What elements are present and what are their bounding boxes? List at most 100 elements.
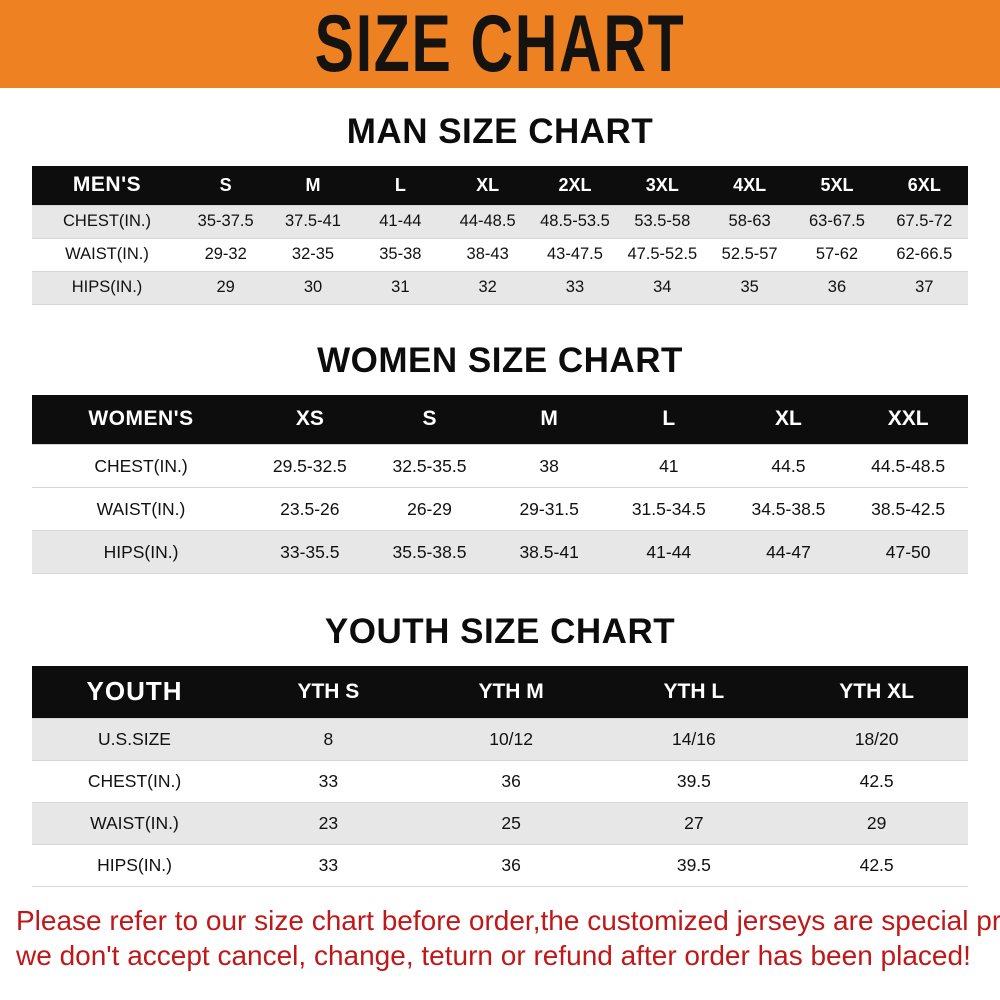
value-cell: 38.5-42.5	[848, 487, 968, 531]
size-header-cell: S	[369, 394, 490, 445]
size-header-cell: M	[489, 394, 609, 445]
value-cell: 35-38	[356, 237, 444, 272]
value-cell: 29	[785, 801, 968, 845]
order-note: Please refer to our size chart before or…	[16, 903, 1000, 973]
row-label-cell: CHEST(IN.)	[32, 759, 237, 803]
table-row: U.S.SIZE 8 10/12 14/16 18/20	[32, 717, 968, 761]
table-row: WAIST(IN.) 23 25 27 29	[32, 801, 968, 845]
value-cell: 32-35	[269, 237, 357, 272]
row-label-cell: HIPS(IN.)	[32, 843, 237, 887]
value-cell: 44-48.5	[443, 204, 532, 239]
row-label-cell: WAIST(IN.)	[32, 237, 182, 272]
value-cell: 41-44	[356, 204, 444, 239]
value-cell: 34	[618, 270, 706, 305]
value-cell: 36	[419, 759, 603, 803]
value-cell: 36	[793, 270, 881, 305]
table-row: HIPS(IN.) 29 30 31 32 33 34 35 36 37	[32, 270, 968, 305]
table-title-cell: YOUTH	[32, 666, 237, 718]
size-header-cell: XL	[443, 166, 532, 205]
value-cell: 34.5-38.5	[728, 487, 849, 531]
row-label-cell: CHEST(IN.)	[32, 204, 182, 239]
table-header-row: WOMEN'S XS S M L XL XXL	[32, 394, 968, 445]
value-cell: 33	[237, 843, 420, 887]
value-cell: 31	[356, 270, 444, 305]
value-cell: 23.5-26	[250, 487, 370, 531]
value-cell: 52.5-57	[705, 237, 794, 272]
row-label-cell: HIPS(IN.)	[32, 270, 182, 305]
value-cell: 31.5-34.5	[608, 487, 729, 531]
row-label-cell: HIPS(IN.)	[32, 530, 250, 574]
size-header-cell: L	[608, 394, 729, 445]
value-cell: 29-31.5	[489, 487, 609, 531]
value-cell: 32	[443, 270, 532, 305]
value-cell: 42.5	[785, 759, 968, 803]
value-cell: 27	[602, 801, 786, 845]
men-size-table: MEN'S S M L XL 2XL 3XL 4XL 5XL 6XL CHEST(IN.) 35-37…	[32, 166, 968, 305]
value-cell: 33	[237, 759, 420, 803]
row-label-cell: WAIST(IN.)	[32, 487, 250, 531]
value-cell: 44.5	[728, 444, 849, 488]
order-note-line-1: Please refer to our size chart before or…	[16, 904, 1000, 936]
size-header-cell: M	[269, 166, 357, 205]
value-cell: 29.5-32.5	[250, 444, 370, 488]
row-label-cell: CHEST(IN.)	[32, 444, 250, 488]
size-header-cell: YTH S	[237, 666, 420, 718]
size-header-cell: YTH L	[602, 666, 786, 718]
row-label-cell: U.S.SIZE	[32, 717, 237, 761]
value-cell: 36	[419, 843, 603, 887]
value-cell: 38-43	[443, 237, 532, 272]
order-note-line-2: we don't accept cancel, change, teturn o…	[16, 939, 971, 971]
value-cell: 29-32	[182, 237, 270, 272]
value-cell: 41	[608, 444, 729, 488]
value-cell: 37	[880, 270, 968, 305]
size-header-cell: 3XL	[618, 166, 706, 205]
value-cell: 37.5-41	[269, 204, 357, 239]
table-header-row: MEN'S S M L XL 2XL 3XL 4XL 5XL 6XL	[32, 166, 968, 205]
women-section-title: WOMEN SIZE CHART	[317, 340, 683, 380]
size-header-cell: 4XL	[705, 166, 794, 205]
size-header-cell: 6XL	[880, 166, 968, 205]
men-section-title: MAN SIZE CHART	[346, 112, 654, 151]
value-cell: 63-67.5	[793, 204, 881, 239]
value-cell: 35.5-38.5	[369, 530, 490, 574]
value-cell: 57-62	[793, 237, 881, 272]
value-cell: 39.5	[602, 759, 786, 803]
value-cell: 30	[269, 270, 357, 305]
value-cell: 35	[705, 270, 794, 305]
size-header-cell: YTH XL	[785, 666, 968, 718]
value-cell: 33	[531, 270, 619, 305]
youth-size-table: YOUTH YTH S YTH M YTH L YTH XL U.S.SIZE 8 10/12…	[32, 666, 968, 887]
size-header-cell: XXL	[848, 394, 968, 445]
value-cell: 53.5-58	[618, 204, 706, 239]
size-header-cell: 5XL	[793, 166, 881, 205]
value-cell: 35-37.5	[182, 204, 270, 239]
value-cell: 58-63	[705, 204, 794, 239]
table-row: WAIST(IN.) 29-32 32-35 35-38 38-43 43-47.5 47.…	[32, 237, 968, 272]
value-cell: 38	[489, 444, 609, 488]
value-cell: 38.5-41	[489, 530, 609, 574]
value-cell: 44-47	[728, 530, 849, 574]
size-header-cell: L	[356, 166, 444, 205]
women-size-table: WOMEN'S XS S M L XL XXL CHEST(IN.) 29.5-32.5 32.5…	[32, 394, 968, 574]
value-cell: 8	[237, 717, 420, 761]
value-cell: 33-35.5	[250, 530, 370, 574]
youth-section-title: YOUTH SIZE CHART	[324, 612, 676, 651]
value-cell: 26-29	[369, 487, 490, 531]
table-row: HIPS(IN.) 33-35.5 35.5-38.5 38.5-41 41-44 44-…	[32, 530, 968, 574]
value-cell: 41-44	[608, 530, 729, 574]
value-cell: 47.5-52.5	[618, 237, 706, 272]
value-cell: 47-50	[848, 530, 968, 574]
value-cell: 23	[237, 801, 420, 845]
table-title-cell: WOMEN'S	[32, 394, 250, 445]
value-cell: 44.5-48.5	[848, 444, 968, 488]
size-header-cell: 2XL	[531, 166, 619, 205]
value-cell: 18/20	[785, 717, 968, 761]
size-header-cell: XS	[250, 394, 370, 445]
value-cell: 14/16	[602, 717, 786, 761]
value-cell: 42.5	[785, 843, 968, 887]
table-row: CHEST(IN.) 35-37.5 37.5-41 41-44 44-48.5 48.5…	[32, 204, 968, 239]
value-cell: 39.5	[602, 843, 786, 887]
table-row: CHEST(IN.) 33 36 39.5 42.5	[32, 759, 968, 803]
value-cell: 48.5-53.5	[531, 204, 619, 239]
